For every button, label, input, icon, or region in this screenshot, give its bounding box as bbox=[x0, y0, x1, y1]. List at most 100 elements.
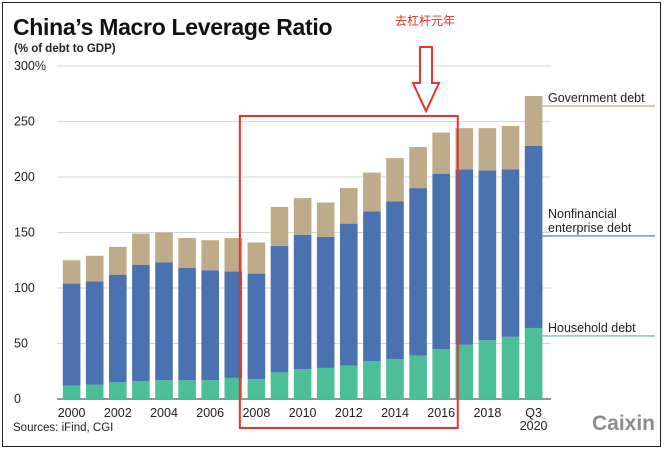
bar-segment-government bbox=[224, 238, 243, 272]
bar-stack-2008 bbox=[247, 242, 266, 399]
x-tick-label: 2018 bbox=[473, 406, 501, 420]
y-tick-label: 50 bbox=[14, 337, 28, 351]
legend-label: Government debt bbox=[548, 91, 645, 105]
bar-segment-government bbox=[386, 158, 404, 202]
bar-stack-2007 bbox=[224, 238, 243, 399]
bar-segment-enterprise bbox=[455, 169, 474, 345]
bar-segment-household bbox=[316, 367, 335, 399]
bar-segment-household bbox=[85, 384, 104, 399]
bar-segment-household bbox=[270, 372, 289, 399]
chart-title: China’s Macro Leverage Ratio bbox=[13, 14, 332, 40]
x-tick-label: 2020 bbox=[520, 419, 548, 433]
bar-segment-government bbox=[132, 233, 150, 265]
bar-segment-household bbox=[432, 349, 450, 399]
bar-segment-household bbox=[293, 369, 312, 399]
bar-segment-enterprise bbox=[270, 245, 289, 373]
bar-segment-enterprise bbox=[62, 283, 81, 386]
annotation-arrow-icon bbox=[411, 46, 441, 114]
x-tick-label: 2016 bbox=[427, 406, 455, 420]
bar-segment-government bbox=[409, 147, 427, 189]
annotation-text: 去杠杆元年 bbox=[395, 13, 455, 28]
annotation: 去杠杆元年 bbox=[238, 13, 459, 429]
bar-stack-2003 bbox=[132, 233, 150, 399]
bar-stack-2002 bbox=[109, 246, 127, 399]
bar-segment-government bbox=[247, 242, 266, 274]
bar-segment-household bbox=[62, 385, 81, 399]
bar-segment-enterprise bbox=[386, 201, 404, 360]
bar-segment-government bbox=[178, 238, 196, 269]
bar-segment-enterprise bbox=[224, 271, 243, 378]
x-tick-label: 2000 bbox=[58, 406, 86, 420]
y-tick-label: 100 bbox=[14, 281, 35, 295]
x-tick-label: Q3 bbox=[525, 406, 542, 420]
bar-stack-2005 bbox=[178, 238, 196, 399]
x-tick-label: 2012 bbox=[335, 406, 363, 420]
bar-segment-enterprise bbox=[201, 270, 219, 381]
bar-segment-government bbox=[340, 188, 358, 224]
y-tick-label: 300% bbox=[14, 59, 46, 73]
x-tick-label: 2006 bbox=[196, 406, 224, 420]
bar-stack-2000 bbox=[62, 260, 81, 399]
chart: China’s Macro Leverage Ratio (% of debt … bbox=[13, 13, 655, 435]
bar-stack-2019 bbox=[501, 125, 520, 399]
bar-segment-government bbox=[109, 246, 127, 275]
bar-segment-enterprise bbox=[85, 281, 104, 385]
bar-stack-2001 bbox=[85, 255, 104, 399]
x-axis-ticks: 2000 2002 2004 2006 2008 2010 2012 2014 2016 2018… bbox=[58, 406, 548, 433]
bar-segment-household bbox=[455, 344, 474, 399]
bar-segment-household bbox=[224, 377, 243, 399]
brand-logo: Caixin bbox=[592, 412, 655, 435]
source-note: Sources: iFind, CGI bbox=[13, 422, 113, 434]
x-tick-label: 2010 bbox=[289, 406, 317, 420]
bar-segment-government bbox=[270, 206, 289, 246]
x-tick-label: 2014 bbox=[381, 406, 409, 420]
bar-segment-household bbox=[409, 355, 427, 399]
bar-segment-household bbox=[201, 380, 219, 399]
y-axis-ticks: 0 50 100 150 200 250 300% bbox=[14, 59, 46, 406]
bar-segment-enterprise bbox=[316, 236, 335, 368]
bar-segment-household bbox=[501, 336, 520, 399]
bar-stack-2009 bbox=[270, 206, 289, 399]
bar-stack-q3-2020 bbox=[524, 95, 543, 399]
bar-segment-government bbox=[293, 198, 312, 235]
bar-segment-government bbox=[316, 202, 335, 237]
bar-segment-government bbox=[155, 232, 173, 263]
bar-stack-2012 bbox=[340, 188, 358, 399]
bar-segment-household bbox=[524, 327, 543, 399]
chart-subtitle: (% of debt to GDP) bbox=[14, 43, 116, 55]
bar-segment-enterprise bbox=[155, 262, 173, 381]
bar-segment-household bbox=[132, 381, 150, 399]
bar-segment-government bbox=[455, 128, 474, 170]
bar-segment-enterprise bbox=[247, 273, 266, 380]
bar-stack-2014 bbox=[386, 158, 404, 399]
bars bbox=[62, 95, 543, 399]
y-tick-label: 0 bbox=[14, 392, 21, 406]
y-tick-label: 250 bbox=[14, 115, 35, 129]
bar-segment-enterprise bbox=[409, 188, 427, 356]
bar-segment-household bbox=[363, 361, 381, 399]
bar-segment-household bbox=[386, 359, 404, 399]
bar-segment-government bbox=[524, 95, 543, 146]
y-tick-label: 200 bbox=[14, 170, 35, 184]
bar-segment-household bbox=[478, 340, 497, 399]
bar-segment-enterprise bbox=[363, 211, 381, 362]
bar-segment-government bbox=[201, 240, 219, 271]
bar-segment-enterprise bbox=[340, 223, 358, 366]
bar-stack-2006 bbox=[201, 240, 219, 399]
x-tick-label: 2002 bbox=[104, 406, 132, 420]
x-tick-label: 2004 bbox=[150, 406, 178, 420]
bar-segment-household bbox=[178, 380, 196, 399]
chart-frame: China’s Macro Leverage Ratio (% of debt … bbox=[2, 2, 661, 447]
bar-segment-household bbox=[155, 380, 173, 399]
bar-segment-enterprise bbox=[478, 170, 497, 341]
bar-segment-enterprise bbox=[132, 264, 150, 382]
bar-segment-household bbox=[109, 382, 127, 399]
bar-segment-enterprise bbox=[178, 268, 196, 381]
bar-segment-household bbox=[340, 365, 358, 399]
bar-segment-government bbox=[363, 172, 381, 212]
bar-segment-enterprise bbox=[293, 234, 312, 370]
bar-segment-government bbox=[62, 260, 81, 284]
x-tick-label: 2008 bbox=[242, 406, 270, 420]
bar-stack-2016 bbox=[432, 132, 450, 399]
